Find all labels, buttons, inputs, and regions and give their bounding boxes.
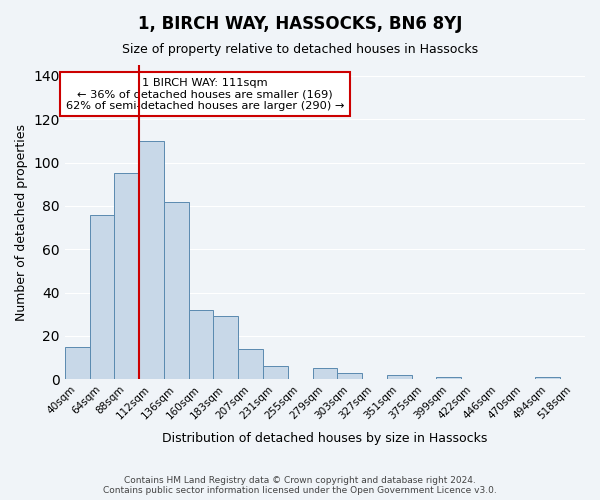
Bar — [164, 202, 188, 379]
Bar — [214, 316, 238, 379]
Bar — [115, 174, 139, 379]
Bar — [313, 368, 337, 379]
Bar — [139, 141, 164, 379]
Text: 1, BIRCH WAY, HASSOCKS, BN6 8YJ: 1, BIRCH WAY, HASSOCKS, BN6 8YJ — [138, 15, 462, 33]
Bar — [65, 346, 89, 379]
Bar — [436, 377, 461, 379]
Bar — [188, 310, 214, 379]
X-axis label: Distribution of detached houses by size in Hassocks: Distribution of detached houses by size … — [162, 432, 488, 445]
Bar — [263, 366, 288, 379]
Text: Size of property relative to detached houses in Hassocks: Size of property relative to detached ho… — [122, 42, 478, 56]
Y-axis label: Number of detached properties: Number of detached properties — [15, 124, 28, 320]
Bar — [387, 375, 412, 379]
Text: 1 BIRCH WAY: 111sqm
← 36% of detached houses are smaller (169)
62% of semi-detac: 1 BIRCH WAY: 111sqm ← 36% of detached ho… — [66, 78, 344, 111]
Bar — [337, 372, 362, 379]
Text: Contains HM Land Registry data © Crown copyright and database right 2024.
Contai: Contains HM Land Registry data © Crown c… — [103, 476, 497, 495]
Bar — [238, 349, 263, 379]
Bar — [89, 214, 115, 379]
Bar — [535, 377, 560, 379]
